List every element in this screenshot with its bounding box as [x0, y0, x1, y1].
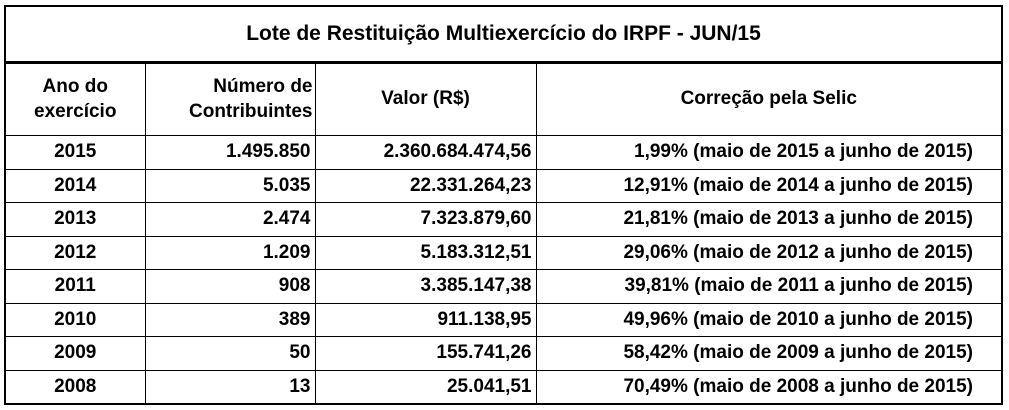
cell-contributors: 389: [144, 302, 316, 337]
header-row: Ano do exercício Número de Contribuintes…: [6, 63, 1001, 136]
cell-contributors: 1.495.850: [144, 135, 316, 170]
cell-contributors: 908: [144, 269, 316, 304]
cell-contributors: 2.474: [144, 202, 316, 237]
cell-contributors: 5.035: [144, 168, 316, 203]
table-row: 2011 908 3.385.147,38 39,81% (maio de 20…: [6, 269, 1001, 304]
refund-table-frame: Lote de Restituição Multiexercício do IR…: [4, 5, 1003, 405]
cell-value: 2.360.684.474,56: [314, 135, 537, 170]
table-row: 2015 1.495.850 2.360.684.474,56 1,99% (m…: [6, 135, 1001, 170]
cell-year: 2013: [6, 202, 146, 237]
table-row: 2008 13 25.041,51 70,49% (maio de 2008 a…: [6, 369, 1001, 404]
cell-year: 2009: [6, 336, 146, 371]
cell-year: 2015: [6, 135, 146, 170]
cell-value: 155.741,26: [314, 336, 537, 371]
cell-year: 2014: [6, 168, 146, 203]
cell-correction: 12,91% (maio de 2014 a junho de 2015): [535, 168, 1001, 203]
cell-year: 2008: [6, 369, 146, 404]
cell-value: 22.331.264,23: [314, 168, 537, 203]
cell-correction: 29,06% (maio de 2012 a junho de 2015): [535, 235, 1001, 270]
table-title: Lote de Restituição Multiexercício do IR…: [6, 7, 1001, 63]
cell-value: 911.138,95: [314, 302, 537, 337]
cell-contributors: 13: [144, 369, 316, 404]
table-row: 2009 50 155.741,26 58,42% (maio de 2009 …: [6, 336, 1001, 371]
cell-value: 3.385.147,38: [314, 269, 537, 304]
table-row: 2014 5.035 22.331.264,23 12,91% (maio de…: [6, 168, 1001, 203]
cell-correction: 39,81% (maio de 2011 a junho de 2015): [535, 269, 1001, 304]
cell-value: 25.041,51: [314, 369, 537, 404]
cell-year: 2011: [6, 269, 146, 304]
header-value: Valor (R$): [314, 63, 537, 136]
cell-correction: 21,81% (maio de 2013 a junho de 2015): [535, 202, 1001, 237]
cell-value: 7.323.879,60: [314, 202, 537, 237]
cell-year: 2010: [6, 302, 146, 337]
table-row: 2013 2.474 7.323.879,60 21,81% (maio de …: [6, 202, 1001, 237]
header-contributors: Número de Contribuintes: [144, 63, 316, 136]
table-row: 2012 1.209 5.183.312,51 29,06% (maio de …: [6, 235, 1001, 270]
cell-correction: 58,42% (maio de 2009 a junho de 2015): [535, 336, 1001, 371]
cell-correction: 1,99% (maio de 2015 a junho de 2015): [535, 135, 1001, 170]
cell-value: 5.183.312,51: [314, 235, 537, 270]
table-header: Ano do exercício Número de Contribuintes…: [6, 63, 1001, 136]
refund-table: Ano do exercício Número de Contribuintes…: [6, 63, 1001, 404]
header-year: Ano do exercício: [6, 63, 146, 136]
cell-correction: 49,96% (maio de 2010 a junho de 2015): [535, 302, 1001, 337]
cell-year: 2012: [6, 235, 146, 270]
cell-contributors: 50: [144, 336, 316, 371]
cell-contributors: 1.209: [144, 235, 316, 270]
cell-correction: 70,49% (maio de 2008 a junho de 2015): [535, 369, 1001, 404]
table-body: 2015 1.495.850 2.360.684.474,56 1,99% (m…: [6, 135, 1001, 404]
header-correction: Correção pela Selic: [535, 63, 1001, 136]
table-row: 2010 389 911.138,95 49,96% (maio de 2010…: [6, 302, 1001, 337]
